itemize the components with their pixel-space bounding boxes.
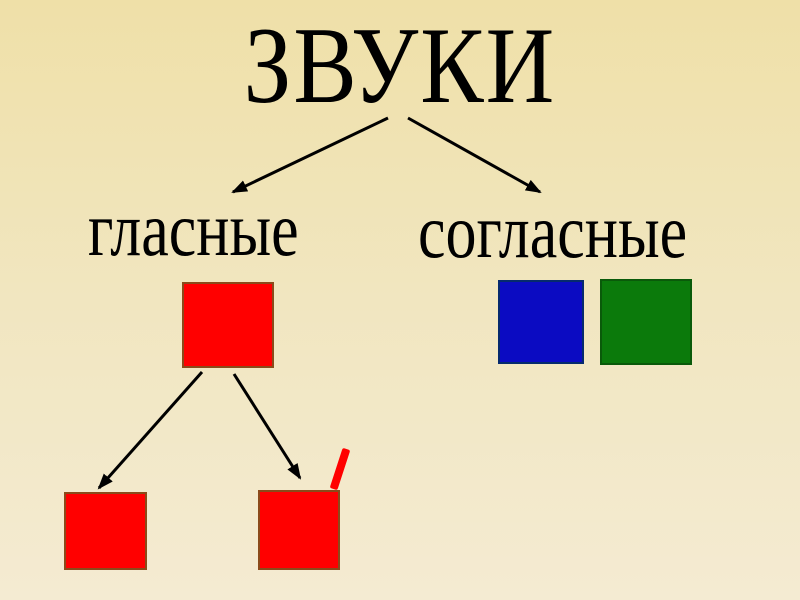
branch-label-consonants: согласные	[418, 188, 687, 277]
stress-mark-icon	[330, 448, 351, 490]
consonant-hard-square	[600, 279, 692, 365]
arrow-title-to-vowels	[233, 118, 388, 192]
branch-label-vowels: гласные	[88, 186, 299, 275]
consonant-soft-square	[498, 280, 584, 364]
arrow-vowel-to-stressed	[234, 374, 300, 478]
arrow-vowel-to-unstressed	[99, 372, 202, 488]
diagram-title: ЗВУКИ	[0, 2, 800, 129]
vowel-unstressed-square	[64, 492, 147, 570]
vowel-square	[182, 282, 274, 368]
vowel-stressed-square	[258, 490, 340, 570]
arrow-title-to-consonants	[408, 118, 540, 192]
